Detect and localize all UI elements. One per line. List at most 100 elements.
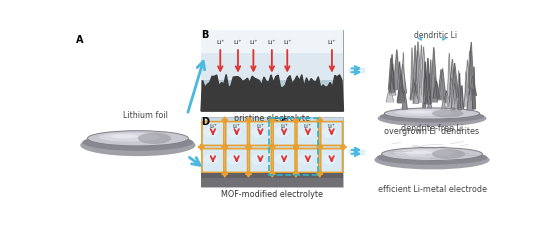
- Polygon shape: [465, 60, 470, 102]
- Ellipse shape: [432, 149, 465, 159]
- Text: B: B: [201, 30, 208, 39]
- Polygon shape: [451, 69, 458, 110]
- Ellipse shape: [138, 133, 171, 144]
- Text: Li⁺: Li⁺: [328, 40, 336, 45]
- Ellipse shape: [404, 151, 432, 154]
- Polygon shape: [198, 144, 204, 151]
- Polygon shape: [340, 144, 346, 151]
- Polygon shape: [402, 53, 405, 93]
- Text: Li⁺: Li⁺: [283, 40, 292, 45]
- Polygon shape: [424, 62, 427, 103]
- FancyBboxPatch shape: [226, 122, 248, 146]
- FancyBboxPatch shape: [321, 122, 343, 146]
- Text: overgrown Li  dendrites: overgrown Li dendrites: [384, 127, 480, 136]
- Text: pristine electrolyte: pristine electrolyte: [234, 114, 310, 123]
- Polygon shape: [293, 117, 299, 123]
- Polygon shape: [222, 144, 228, 151]
- Ellipse shape: [227, 127, 241, 138]
- Polygon shape: [438, 70, 444, 100]
- Polygon shape: [269, 171, 276, 177]
- Ellipse shape: [99, 133, 160, 142]
- Polygon shape: [410, 48, 414, 101]
- FancyBboxPatch shape: [201, 173, 343, 187]
- Polygon shape: [442, 97, 446, 110]
- Polygon shape: [430, 60, 432, 100]
- Polygon shape: [317, 171, 323, 177]
- Ellipse shape: [251, 127, 265, 138]
- Text: dendrite-free Li: dendrite-free Li: [401, 123, 463, 132]
- Polygon shape: [317, 144, 323, 151]
- FancyBboxPatch shape: [250, 149, 271, 173]
- Polygon shape: [412, 46, 417, 94]
- Polygon shape: [427, 75, 431, 102]
- FancyBboxPatch shape: [273, 149, 295, 173]
- Ellipse shape: [432, 110, 464, 118]
- Polygon shape: [449, 78, 454, 104]
- Polygon shape: [419, 46, 424, 103]
- Polygon shape: [222, 117, 228, 123]
- Polygon shape: [415, 51, 420, 103]
- Polygon shape: [410, 80, 417, 100]
- Polygon shape: [222, 171, 228, 177]
- Polygon shape: [389, 59, 393, 90]
- Ellipse shape: [298, 127, 312, 138]
- FancyBboxPatch shape: [201, 31, 343, 81]
- Polygon shape: [425, 59, 431, 104]
- Polygon shape: [428, 96, 431, 109]
- Polygon shape: [393, 50, 400, 90]
- Ellipse shape: [382, 148, 482, 161]
- Text: C: C: [280, 30, 287, 39]
- Polygon shape: [443, 91, 450, 103]
- Ellipse shape: [377, 111, 487, 127]
- FancyBboxPatch shape: [201, 31, 343, 54]
- Polygon shape: [245, 117, 251, 123]
- Polygon shape: [293, 144, 299, 151]
- Polygon shape: [458, 74, 461, 110]
- Polygon shape: [424, 72, 427, 97]
- Polygon shape: [245, 171, 251, 177]
- Text: Li⁺: Li⁺: [249, 40, 257, 45]
- Text: E: E: [280, 118, 287, 128]
- Polygon shape: [201, 75, 343, 111]
- Polygon shape: [389, 76, 394, 90]
- FancyBboxPatch shape: [202, 122, 224, 146]
- Text: Li⁺: Li⁺: [256, 124, 265, 129]
- Ellipse shape: [384, 109, 480, 119]
- Ellipse shape: [204, 154, 218, 165]
- Polygon shape: [398, 86, 405, 103]
- Text: A: A: [76, 35, 84, 45]
- FancyBboxPatch shape: [321, 149, 343, 173]
- Polygon shape: [414, 42, 422, 96]
- Text: Li⁺: Li⁺: [268, 40, 276, 45]
- Ellipse shape: [82, 134, 194, 151]
- Ellipse shape: [379, 111, 485, 123]
- Polygon shape: [469, 43, 474, 89]
- Ellipse shape: [393, 149, 454, 157]
- Polygon shape: [269, 117, 276, 123]
- Ellipse shape: [377, 151, 487, 165]
- Polygon shape: [317, 117, 323, 123]
- Polygon shape: [460, 86, 464, 109]
- FancyBboxPatch shape: [297, 122, 319, 146]
- FancyBboxPatch shape: [202, 149, 224, 173]
- Polygon shape: [430, 48, 437, 102]
- Ellipse shape: [251, 154, 265, 165]
- Text: efficient Li-metal electrode: efficient Li-metal electrode: [377, 184, 487, 193]
- Polygon shape: [427, 74, 431, 102]
- Polygon shape: [421, 47, 426, 89]
- Polygon shape: [433, 81, 440, 99]
- Polygon shape: [447, 54, 452, 110]
- Polygon shape: [465, 72, 468, 107]
- Text: Li⁺: Li⁺: [233, 124, 241, 129]
- Polygon shape: [449, 60, 455, 90]
- Ellipse shape: [406, 111, 432, 114]
- Polygon shape: [467, 52, 472, 99]
- FancyBboxPatch shape: [201, 178, 343, 187]
- Ellipse shape: [375, 151, 490, 170]
- FancyBboxPatch shape: [201, 31, 343, 111]
- Polygon shape: [293, 171, 299, 177]
- Ellipse shape: [395, 110, 453, 116]
- Polygon shape: [423, 78, 425, 108]
- Text: Li⁺: Li⁺: [234, 40, 242, 45]
- Text: Li⁺: Li⁺: [216, 40, 224, 45]
